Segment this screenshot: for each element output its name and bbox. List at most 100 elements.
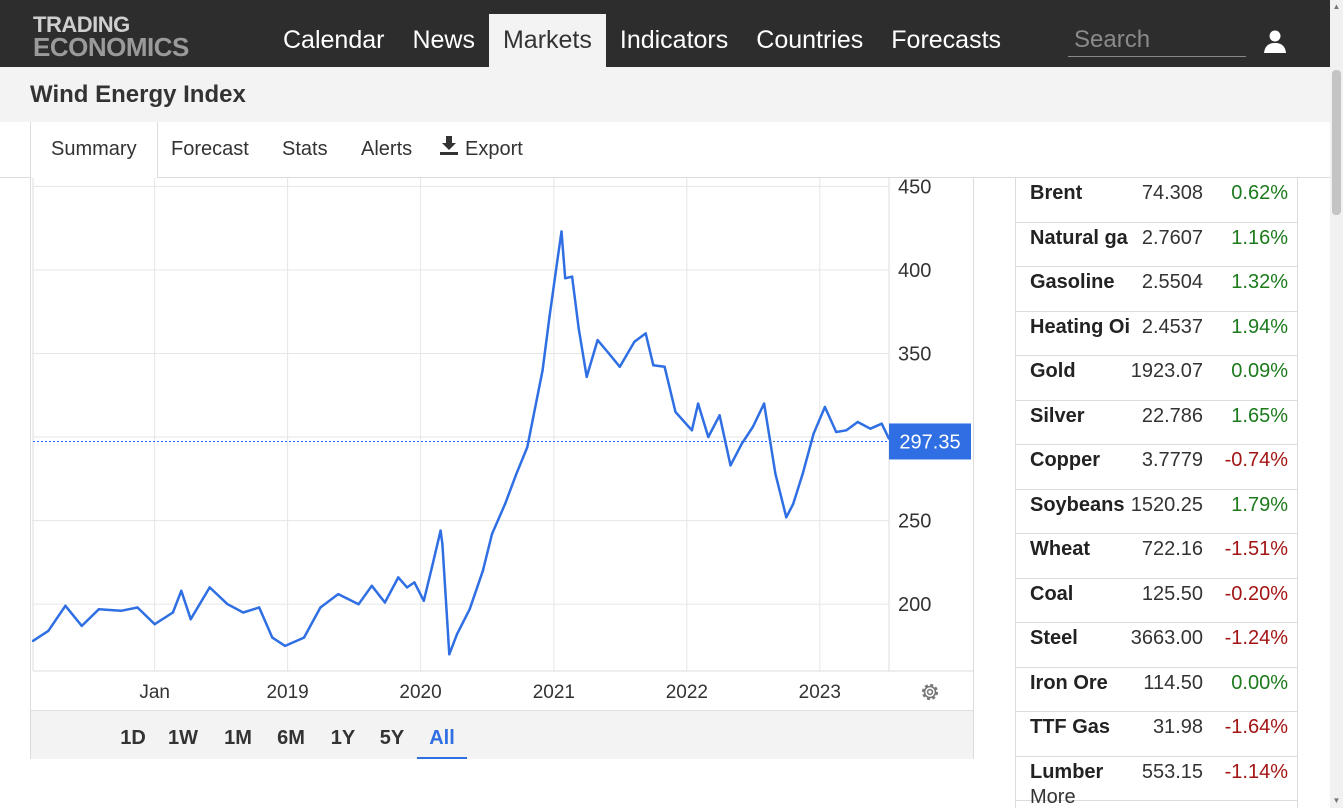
- commodity-name[interactable]: Gasoline: [1030, 271, 1115, 293]
- commodity-price: 2.7607: [1141, 226, 1203, 249]
- data-point: [422, 599, 425, 602]
- commodity-name[interactable]: Iron Ore: [1030, 671, 1108, 694]
- tab-forecast[interactable]: Forecast: [171, 122, 249, 177]
- commodity-change: 0.09%: [1231, 360, 1288, 382]
- nav-item-forecasts[interactable]: Forecasts: [891, 26, 1002, 54]
- commodity-price: 2.4537: [1141, 315, 1203, 338]
- nav-item-news[interactable]: News: [412, 26, 475, 54]
- commodity-name[interactable]: Lumber: [1030, 760, 1104, 783]
- data-point: [577, 327, 580, 330]
- commodity-row[interactable]: Gold 1923.07 0.09%: [1016, 356, 1297, 401]
- data-point: [792, 502, 795, 506]
- y-tick-label: 350: [898, 343, 931, 365]
- commodity-price: 125.50: [1141, 582, 1203, 605]
- commodity-change: -0.20%: [1224, 582, 1288, 605]
- data-point: [180, 589, 183, 592]
- search-input[interactable]: [1068, 24, 1246, 57]
- commodity-price: 1923.07: [1130, 360, 1203, 382]
- range-button-1y[interactable]: 1Y: [330, 727, 356, 749]
- commodity-name[interactable]: TTF Gas: [1030, 716, 1111, 738]
- scroll-up-arrow-icon[interactable]: ▲: [1332, 2, 1341, 11]
- commodity-price: 1520.25: [1130, 493, 1203, 516]
- commodity-row[interactable]: Gasoline 2.5504 1.32%: [1016, 267, 1297, 312]
- data-point: [319, 606, 322, 609]
- price-chart[interactable]: 200 250 350 400 450 Jan 2019 2020 2021 2022 2023 29…: [31, 176, 973, 710]
- commodity-price: 722.16: [1141, 538, 1203, 560]
- trading-economics-logo[interactable]: TRADING ECONOMICS: [33, 14, 189, 61]
- commodity-row[interactable]: Wheat 722.16 -1.51%: [1016, 534, 1297, 579]
- commodity-name[interactable]: Heating Oi: [1030, 315, 1130, 338]
- data-point: [97, 608, 101, 611]
- commodity-name[interactable]: Brent: [1030, 182, 1083, 204]
- commodity-row[interactable]: Brent 74.308 0.62%: [1016, 178, 1297, 223]
- commodities-table: Brent 74.308 0.62% Natural ga 2.7607 1.16% Gas…: [1015, 178, 1298, 808]
- nav-item-calendar[interactable]: Calendar: [283, 26, 385, 54]
- more-link[interactable]: More: [1030, 786, 1076, 808]
- range-button-all[interactable]: All: [417, 721, 467, 759]
- tab-alerts[interactable]: Alerts: [361, 122, 412, 177]
- user-icon[interactable]: [1262, 28, 1288, 54]
- commodity-row[interactable]: Steel 3663.00 -1.24%: [1016, 623, 1297, 668]
- y-tick-label: 450: [898, 178, 931, 198]
- scroll-down-arrow-icon[interactable]: ▼: [1332, 796, 1341, 805]
- commodity-name[interactable]: Silver: [1030, 404, 1085, 427]
- commodity-price: 74.308: [1141, 182, 1203, 204]
- data-point: [729, 464, 732, 467]
- main-nav: Calendar News Markets Indicators Countries Fo…: [269, 14, 1015, 67]
- y-tick-label: 400: [898, 260, 931, 282]
- data-point: [869, 427, 872, 430]
- tab-summary[interactable]: Summary: [30, 122, 158, 179]
- commodity-change: 1.32%: [1231, 271, 1288, 293]
- data-point: [357, 603, 360, 606]
- page-scrollbar[interactable]: ▲ ▼: [1330, 0, 1343, 808]
- data-point: [413, 581, 416, 584]
- data-point: [64, 604, 67, 607]
- commodity-name[interactable]: Wheat: [1030, 538, 1090, 560]
- nav-item-indicators[interactable]: Indicators: [619, 26, 729, 54]
- data-point: [136, 606, 139, 609]
- data-point: [226, 603, 229, 606]
- data-point: [585, 375, 588, 379]
- commodity-row[interactable]: Silver 22.786 1.65%: [1016, 401, 1297, 445]
- settings-gear-icon[interactable]: [918, 680, 942, 704]
- commodity-price: 2.5504: [1141, 271, 1203, 293]
- range-button-5y[interactable]: 5Y: [379, 727, 405, 749]
- tab-forecast-label: Forecast: [171, 138, 249, 160]
- range-button-1w[interactable]: 1W: [168, 727, 198, 749]
- commodity-name[interactable]: Steel: [1030, 627, 1078, 649]
- data-point: [607, 352, 611, 355]
- data-point: [271, 636, 274, 639]
- price-chart-panel: 200 250 350 400 450 Jan 2019 2020 2021 2022 2023 29…: [30, 176, 974, 759]
- data-point: [119, 609, 123, 612]
- scroll-thumb[interactable]: [1332, 70, 1341, 215]
- commodity-name[interactable]: Gold: [1030, 360, 1076, 382]
- tab-stats[interactable]: Stats: [282, 122, 328, 177]
- data-point: [468, 608, 471, 611]
- commodity-row[interactable]: Heating Oi 2.4537 1.94%: [1016, 312, 1297, 356]
- commodity-name[interactable]: Coal: [1030, 582, 1074, 605]
- commodity-name[interactable]: Soybeans: [1030, 493, 1125, 516]
- commodity-change: 1.94%: [1231, 315, 1288, 338]
- range-button-1d[interactable]: 1D: [120, 727, 146, 749]
- tab-alerts-label: Alerts: [361, 138, 413, 160]
- nav-item-countries[interactable]: Countries: [756, 26, 864, 54]
- nav-item-markets[interactable]: Markets: [488, 14, 606, 67]
- commodity-row[interactable]: Coal 125.50 -0.20%: [1016, 579, 1297, 623]
- commodity-change: -1.24%: [1224, 627, 1288, 649]
- commodity-row[interactable]: Iron Ore 114.50 0.00%: [1016, 668, 1297, 712]
- commodity-name[interactable]: Copper: [1030, 449, 1100, 471]
- data-point: [80, 624, 83, 628]
- range-button-6m[interactable]: 6M: [277, 727, 305, 749]
- commodity-name[interactable]: Natural ga: [1030, 226, 1128, 249]
- data-point: [397, 576, 400, 579]
- commodity-row[interactable]: TTF Gas 31.98 -1.64%: [1016, 712, 1297, 757]
- commodity-row[interactable]: Lumber 553.15 -1.14%: [1016, 757, 1297, 801]
- commodity-change: 0.62%: [1231, 182, 1288, 204]
- commodity-row[interactable]: Copper 3.7779 -0.74%: [1016, 445, 1297, 490]
- tab-export[interactable]: Export: [439, 122, 523, 177]
- commodity-row[interactable]: Soybeans 1520.25 1.79%: [1016, 490, 1297, 534]
- data-point: [633, 340, 636, 343]
- range-button-1m[interactable]: 1M: [224, 727, 252, 749]
- data-point: [845, 429, 848, 432]
- commodity-row[interactable]: Natural ga 2.7607 1.16%: [1016, 223, 1297, 267]
